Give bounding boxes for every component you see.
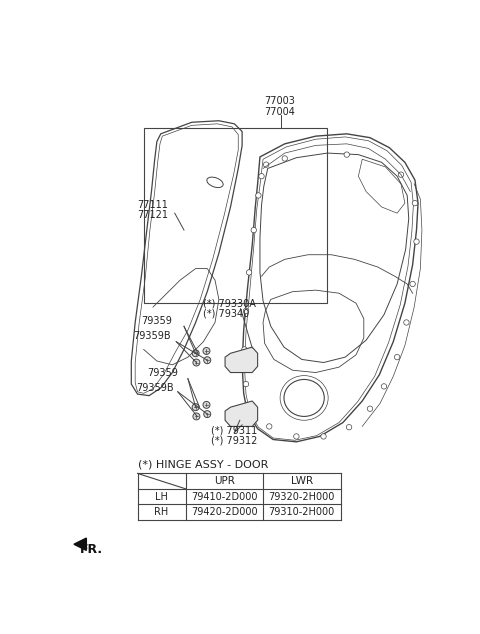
Bar (144, 129, 327, 303)
Text: 79359B: 79359B (133, 332, 171, 341)
Text: 77003: 77003 (264, 96, 296, 107)
Text: LH: LH (155, 491, 168, 501)
Circle shape (243, 308, 249, 314)
Text: 77004: 77004 (264, 107, 296, 117)
Circle shape (250, 406, 255, 411)
Circle shape (367, 406, 372, 411)
Circle shape (264, 162, 269, 167)
Circle shape (266, 424, 272, 429)
Text: 79420-2D000: 79420-2D000 (191, 507, 258, 517)
Circle shape (203, 401, 210, 408)
Circle shape (203, 347, 210, 354)
Text: LWR: LWR (291, 476, 313, 486)
Circle shape (259, 174, 264, 179)
Text: (*) HINGE ASSY - DOOR: (*) HINGE ASSY - DOOR (137, 460, 268, 470)
Circle shape (294, 434, 299, 439)
Circle shape (398, 172, 404, 178)
Circle shape (381, 384, 387, 389)
Circle shape (242, 347, 247, 352)
Polygon shape (225, 401, 258, 427)
Circle shape (193, 413, 200, 420)
Circle shape (347, 425, 352, 430)
Text: UPR: UPR (214, 476, 235, 486)
Circle shape (243, 382, 249, 387)
Polygon shape (74, 538, 86, 550)
Text: (*) 79312: (*) 79312 (211, 436, 257, 445)
Circle shape (193, 359, 200, 366)
Circle shape (412, 200, 418, 206)
Circle shape (414, 239, 419, 244)
Text: 77111: 77111 (137, 200, 168, 210)
Circle shape (251, 228, 256, 233)
Circle shape (404, 320, 409, 325)
Text: 77121: 77121 (137, 210, 168, 221)
Circle shape (410, 281, 415, 287)
Circle shape (282, 156, 288, 161)
Text: 79359: 79359 (147, 368, 178, 377)
Text: FR.: FR. (80, 543, 103, 556)
Text: (*) 79340: (*) 79340 (204, 308, 250, 318)
Circle shape (256, 193, 261, 198)
Polygon shape (225, 347, 258, 373)
Circle shape (246, 269, 252, 275)
Circle shape (204, 411, 211, 418)
Text: 79359B: 79359B (136, 383, 174, 393)
Text: (*) 79311: (*) 79311 (211, 425, 257, 436)
Circle shape (192, 350, 199, 357)
Text: RH: RH (155, 507, 168, 517)
Text: 79320-2H000: 79320-2H000 (269, 491, 335, 501)
Circle shape (321, 434, 326, 439)
Circle shape (395, 354, 400, 360)
Text: 79359: 79359 (142, 316, 172, 326)
Circle shape (344, 152, 349, 157)
Circle shape (204, 357, 211, 364)
Text: 79310-2H000: 79310-2H000 (269, 507, 335, 517)
Circle shape (192, 404, 199, 411)
Text: (*) 79330A: (*) 79330A (204, 298, 256, 308)
Text: 79410-2D000: 79410-2D000 (191, 491, 258, 501)
